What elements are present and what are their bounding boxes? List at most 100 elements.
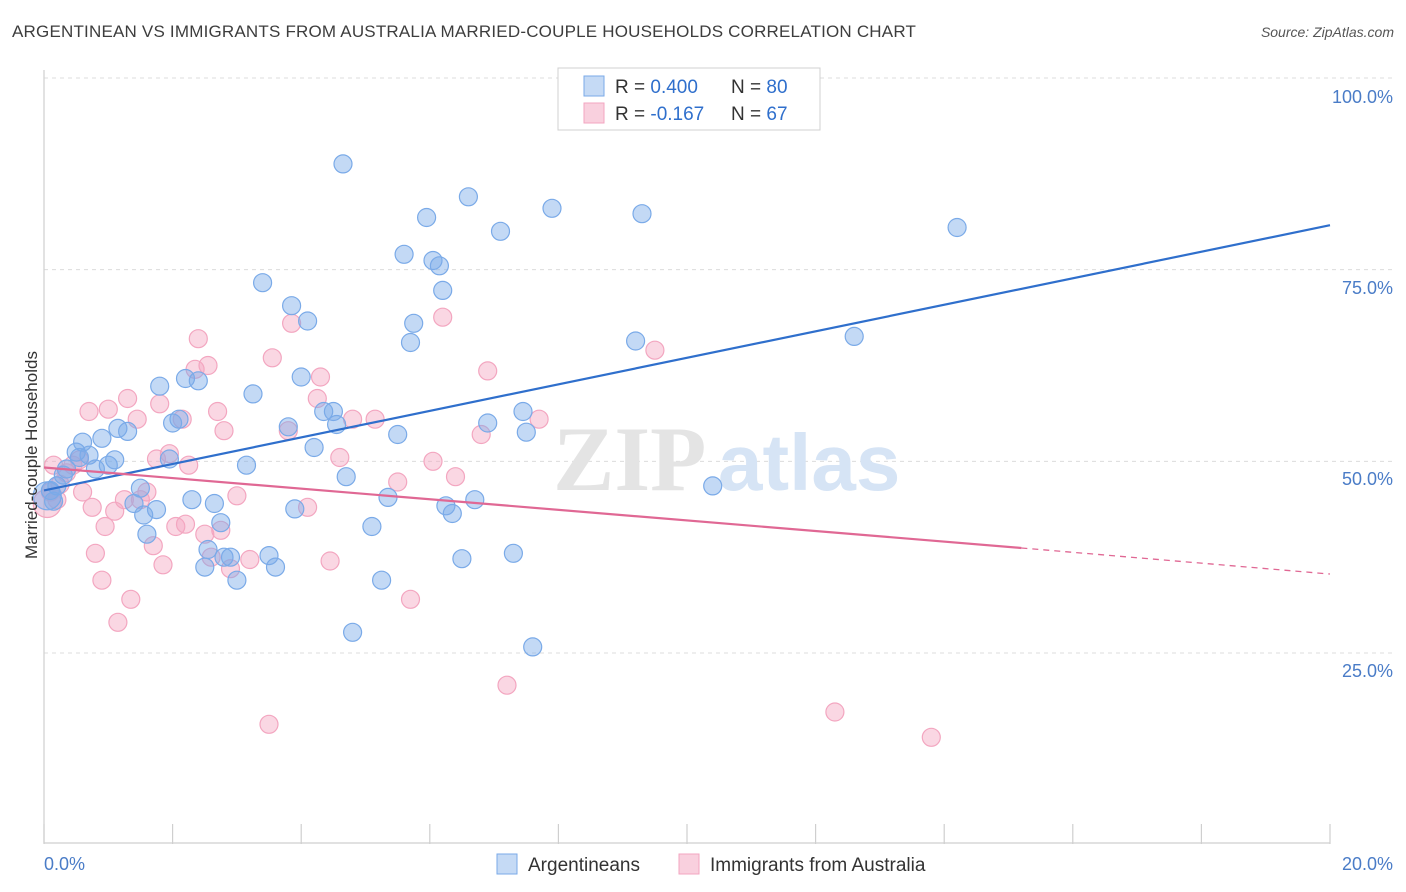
immigrants-point-63: [645, 340, 665, 360]
svg-text:R = 0.400: R = 0.400: [615, 77, 698, 98]
argentineans-point-38: [259, 545, 279, 566]
argentineans-point-60: [423, 250, 443, 271]
series-legend-label-immigrants: Immigrants from Australia: [710, 855, 926, 876]
y-tick-label-75: 75.0%: [1342, 278, 1393, 298]
argentineans-point-32: [214, 547, 234, 567]
argentineans-point-69: [490, 221, 511, 241]
immigrants-point-10: [82, 497, 102, 517]
immigrants-point-33: [188, 329, 208, 349]
argentineans-point-31: [211, 513, 231, 533]
trend-line-immigrants-extension: [1021, 547, 1331, 575]
argentineans-point-18: [134, 505, 154, 525]
x-tick-label-0: 0.0%: [44, 854, 85, 874]
argentineans-point-13: [105, 450, 125, 470]
trend-lines: [43, 224, 1331, 575]
argentineans-point-33: [220, 547, 241, 567]
legend-n-value-1: 67: [766, 104, 787, 125]
axes: [43, 70, 1331, 844]
argentineans-point-76: [632, 204, 652, 224]
immigrants-point-54: [388, 472, 408, 492]
y-axis-label: Married-couple Households: [22, 351, 41, 559]
y-tick-label-100: 100.0%: [1332, 87, 1393, 107]
immigrants-point-39: [214, 421, 234, 441]
argentineans-point-2: [43, 491, 64, 511]
argentineans-point-15: [117, 421, 138, 441]
argentineans-point-79: [947, 217, 967, 238]
immigrants-point-44: [262, 348, 282, 368]
immigrants-point-42: [240, 549, 260, 570]
trend-line-argentineans: [43, 224, 1331, 492]
watermark-zip: ZIP: [553, 408, 706, 510]
argentineans-point-56: [394, 244, 414, 264]
argentineans-point-72: [516, 422, 536, 442]
argentineans-point-55: [388, 424, 408, 445]
immigrants-point-13: [95, 516, 115, 537]
svg-text:N = 80: N = 80: [731, 77, 788, 98]
immigrants-point-16: [108, 612, 128, 632]
argentineans-point-52: [362, 516, 382, 537]
argentineans-point-65: [452, 549, 472, 569]
immigrants-point-11: [85, 543, 106, 563]
immigrants-point-64: [825, 702, 845, 722]
legend-n-label-0: N =: [731, 77, 766, 98]
legend-swatch-blue: [583, 75, 605, 97]
immigrants-point-59: [471, 424, 491, 445]
y-tick-label-25: 25.0%: [1342, 661, 1393, 681]
immigrants-point-40: [220, 559, 241, 579]
immigrants-point-17: [114, 490, 135, 510]
argentineans-point-35: [236, 455, 257, 475]
argentineans-point-51: [343, 622, 363, 642]
argentineans-point-73: [523, 637, 543, 657]
argentineans-point-29: [198, 539, 218, 560]
immigrants-point-30: [175, 514, 196, 534]
y-tick-label-50: 50.0%: [1342, 469, 1393, 489]
series-legend-swatch-blue: [496, 853, 518, 875]
immigrants-point-53: [365, 409, 385, 429]
chart-title: ARGENTINEAN VS IMMIGRANTS FROM AUSTRALIA…: [12, 22, 917, 41]
argentineans-point-17: [130, 478, 150, 498]
series-argentineans: [32, 154, 967, 657]
argentineans-point-77: [703, 476, 723, 496]
argentineans-point-71: [513, 401, 533, 422]
argentineans-point-27: [188, 371, 208, 391]
legend-r-value-0: 0.400: [650, 77, 698, 98]
argentineans-point-19: [137, 524, 157, 544]
immigrants-point-12: [92, 570, 112, 590]
argentineans-point-67: [465, 490, 485, 510]
argentineans-point-57: [404, 313, 424, 333]
argentineans-point-49: [333, 154, 353, 174]
immigrants-point-19: [121, 589, 141, 609]
argentineans-point-21: [150, 376, 170, 396]
immigrants-point-61: [497, 675, 517, 695]
immigrants-point-35: [198, 355, 218, 376]
legend-r-label-1: R =: [615, 104, 650, 125]
legend-swatch-pink: [583, 102, 605, 124]
immigrants-point-62: [529, 409, 549, 429]
argentineans-point-44: [298, 311, 318, 331]
argentineans-point-50: [336, 467, 356, 487]
argentineans-point-74: [542, 198, 562, 218]
immigrants-point-38: [211, 520, 231, 540]
legend-r-label-0: R =: [615, 77, 650, 98]
series-legend-label-argentineans: Argentineans: [528, 855, 640, 876]
source-label: Source: ZipAtlas.com: [1260, 24, 1394, 40]
immigrants-point-43: [259, 714, 279, 734]
series-legend-swatch-pink: [678, 853, 700, 875]
immigrants-point-14: [98, 399, 118, 419]
immigrants-point-57: [433, 307, 453, 327]
immigrants-point-26: [153, 555, 173, 575]
argentineans-point-36: [243, 384, 263, 404]
argentineans-point-42: [285, 499, 305, 519]
argentineans-point-62: [433, 280, 453, 300]
argentineans-point-58: [400, 332, 421, 353]
argentineans-point-66: [458, 187, 478, 207]
argentineans-point-24: [169, 409, 189, 429]
x-tick-label-1: 20.0%: [1342, 854, 1393, 874]
argentineans-point-43: [291, 367, 311, 387]
argentineans-point-78: [844, 326, 864, 346]
argentineans-point-12: [98, 455, 118, 475]
series-immigrants-from-australia: [32, 307, 941, 747]
immigrants-point-18: [117, 388, 138, 409]
legend-n-value-0: 80: [766, 77, 787, 98]
